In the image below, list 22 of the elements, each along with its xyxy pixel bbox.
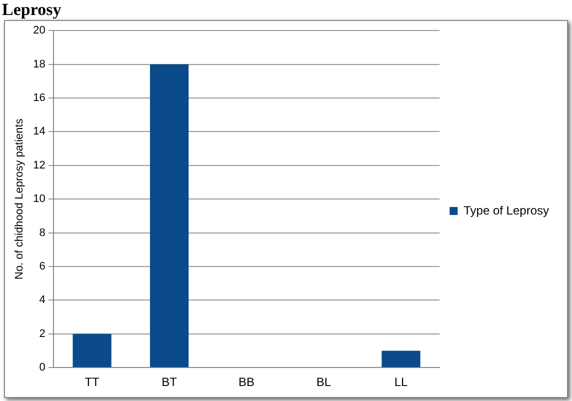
- y-tick-label: 4: [39, 294, 46, 306]
- y-tick-label: 6: [39, 260, 46, 273]
- y-tick-label: 8: [39, 226, 46, 239]
- x-tick-label: LL: [394, 375, 408, 390]
- y-tick-label: 2: [39, 328, 46, 340]
- y-tick-label: 20: [33, 24, 46, 37]
- y-tick-label: 10: [33, 193, 46, 206]
- legend-label: Type of Leprosy: [464, 203, 550, 218]
- x-tick-label: BL: [316, 375, 332, 390]
- y-tick-label: 0: [39, 362, 46, 374]
- y-tick-label: 12: [33, 159, 46, 172]
- bar: [382, 350, 420, 368]
- x-tick-label: TT: [84, 375, 100, 390]
- y-tick-label: 18: [33, 58, 46, 70]
- y-tick-label: 14: [33, 126, 46, 138]
- y-axis-title: No. of chidhood Leprosy patients: [14, 118, 26, 280]
- x-tick-label: BB: [238, 375, 255, 390]
- y-tick-label: 16: [33, 92, 46, 104]
- chart-title: Leprosy: [1, 0, 62, 20]
- bar: [72, 334, 112, 368]
- x-tick-label: BT: [162, 375, 178, 390]
- bar: [150, 64, 189, 368]
